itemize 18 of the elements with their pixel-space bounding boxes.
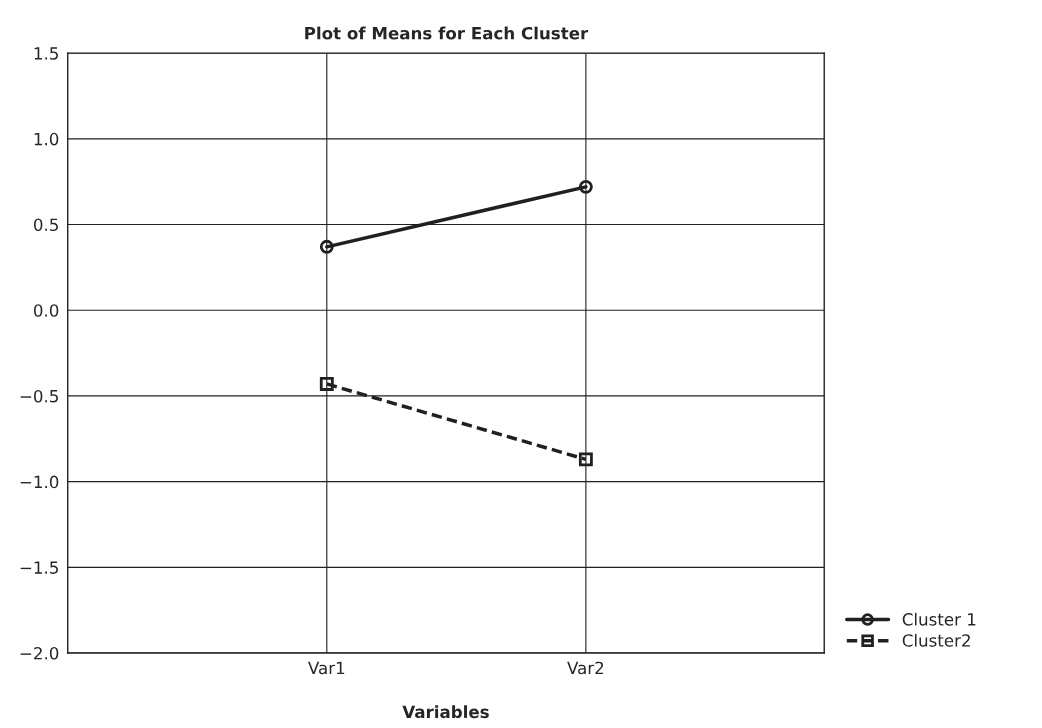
y-tick-label: −2.0 xyxy=(20,646,59,660)
y-tick-label: −0.5 xyxy=(20,389,58,403)
y-tick-label: 0.0 xyxy=(33,304,59,317)
x-axis-title: Variables xyxy=(402,705,489,719)
legend-label: Cluster 1 xyxy=(902,612,976,626)
point xyxy=(319,239,334,254)
y-tick-label: 0.5 xyxy=(33,218,58,232)
y-tick-label: 1.5 xyxy=(34,47,58,60)
x-tick-label: Var1 xyxy=(308,661,345,675)
y-tick-label: 1.0 xyxy=(34,132,59,146)
point xyxy=(578,179,593,194)
point xyxy=(578,452,593,467)
x-tick-label: Var2 xyxy=(567,661,604,675)
point xyxy=(319,376,334,391)
y-tick-label: −1.5 xyxy=(20,561,58,574)
y-tick-label: −1.0 xyxy=(20,475,59,489)
legend-label: Cluster2 xyxy=(902,633,970,647)
chart-title: Plot of Means for Each Cluster xyxy=(305,26,589,40)
